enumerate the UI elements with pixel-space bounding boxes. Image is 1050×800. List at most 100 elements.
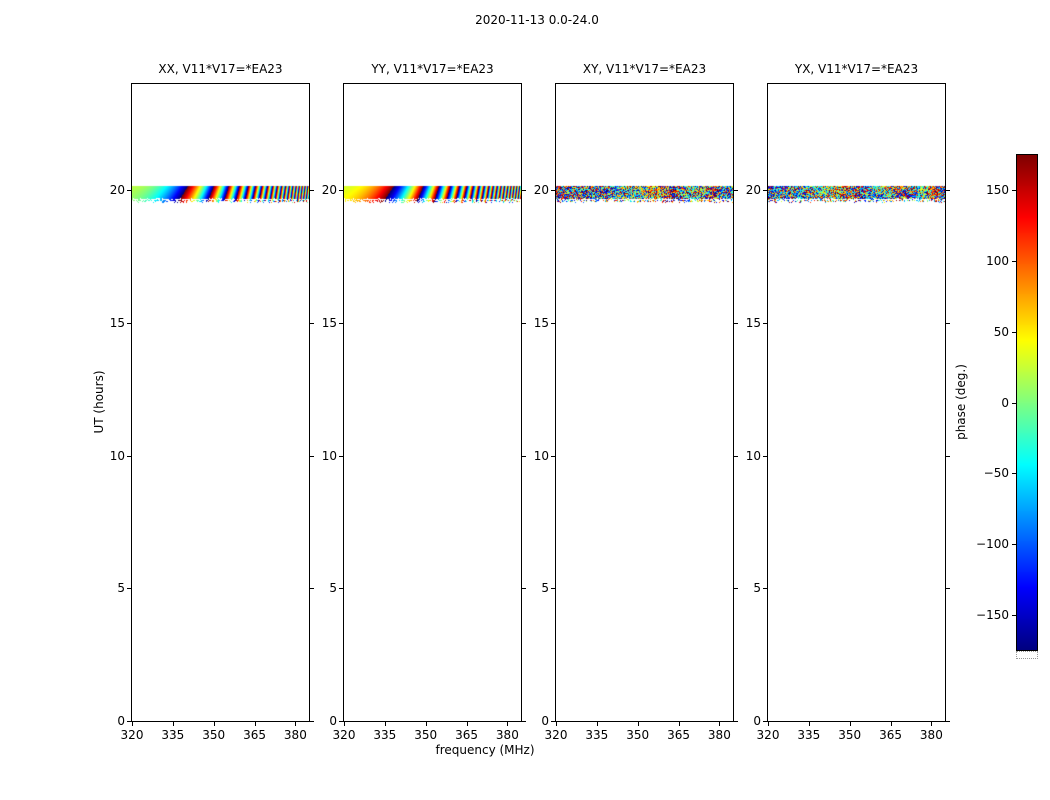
y-tick-mark [522, 322, 526, 324]
x-tick-mark [637, 722, 639, 726]
x-tick-mark [132, 722, 133, 726]
panel-title-yy: YY, V11*V17=*EA23 [371, 62, 494, 76]
x-tick-mark [556, 722, 557, 726]
y-tick-mark [551, 322, 555, 324]
panel-title-yx: YX, V11*V17=*EA23 [794, 62, 919, 76]
x-tick-label: 380 [919, 728, 943, 742]
x-tick-mark [507, 722, 509, 726]
x-tick-label: 320 [756, 728, 780, 742]
y-tick-mark [763, 721, 767, 722]
y-tick-mark [310, 455, 314, 457]
y-tick-label: 20 [109, 183, 125, 198]
x-tick-label: 350 [838, 728, 862, 742]
y-tick-label: 20 [745, 183, 761, 198]
y-tick-mark [310, 588, 314, 590]
y-tick-label: 5 [117, 581, 125, 596]
x-tick-label: 335 [161, 728, 185, 742]
y-tick-mark [734, 190, 738, 192]
y-tick-mark [763, 322, 767, 324]
y-tick-mark [946, 721, 950, 722]
y-tick-mark [522, 588, 526, 590]
heatmap-yy [344, 84, 521, 721]
y-tick-mark [127, 190, 131, 192]
colorbar-tick-mark [1012, 331, 1017, 333]
heatmap-yx [768, 84, 945, 721]
y-axis-label: UT (hours) [92, 370, 106, 434]
x-tick-label: 380 [495, 728, 519, 742]
y-tick-mark [946, 455, 950, 457]
x-tick-mark [678, 722, 680, 726]
panel-title-xx: XX, V11*V17=*EA23 [158, 62, 283, 76]
y-tick-label: 5 [541, 581, 549, 596]
colorbar-tick-mark [1012, 402, 1017, 404]
y-tick-label: 0 [329, 714, 337, 728]
y-tick-label: 10 [321, 448, 337, 463]
x-tick-mark [466, 722, 468, 726]
x-tick-mark [596, 722, 598, 726]
x-tick-label: 335 [373, 728, 397, 742]
y-tick-mark [946, 322, 950, 324]
x-tick-mark [890, 722, 892, 726]
x-tick-label: 320 [120, 728, 144, 742]
y-tick-mark [734, 322, 738, 324]
colorbar-tick-mark [1012, 614, 1017, 616]
colorbar-tick-label: 150 [986, 183, 1009, 198]
colorbar-tick-mark [1012, 473, 1017, 475]
heatmap-xy [556, 84, 733, 721]
y-tick-label: 10 [109, 448, 125, 463]
y-tick-label: 20 [321, 183, 337, 198]
y-tick-mark [946, 588, 950, 590]
x-tick-mark [768, 722, 769, 726]
y-tick-mark [127, 721, 131, 722]
x-tick-label: 350 [202, 728, 226, 742]
y-tick-mark [946, 190, 950, 192]
y-tick-mark [734, 455, 738, 457]
y-tick-mark [127, 322, 131, 324]
colorbar-label: phase (deg.) [954, 364, 968, 440]
y-tick-mark [339, 322, 343, 324]
y-tick-label: 5 [753, 581, 761, 596]
x-tick-mark [384, 722, 386, 726]
x-tick-mark [295, 722, 297, 726]
y-tick-label: 5 [329, 581, 337, 596]
x-tick-mark [849, 722, 851, 726]
y-tick-mark [310, 190, 314, 192]
x-tick-label: 335 [797, 728, 821, 742]
y-tick-mark [339, 588, 343, 590]
x-tick-mark [172, 722, 174, 726]
colorbar-tick-mark [1012, 190, 1017, 192]
y-tick-mark [763, 455, 767, 457]
y-tick-mark [734, 721, 738, 722]
y-tick-mark [522, 455, 526, 457]
y-tick-label: 0 [753, 714, 761, 728]
y-tick-mark [310, 721, 314, 722]
x-tick-label: 365 [667, 728, 690, 742]
x-tick-mark [344, 722, 345, 726]
y-tick-mark [522, 190, 526, 192]
figure-title: 2020-11-13 0.0-24.0 [475, 13, 599, 27]
y-tick-mark [763, 588, 767, 590]
y-tick-mark [339, 455, 343, 457]
x-tick-label: 380 [283, 728, 307, 742]
x-axis-label: frequency (MHz) [435, 743, 535, 757]
y-tick-label: 0 [541, 714, 549, 728]
y-tick-label: 15 [533, 315, 549, 330]
x-tick-label: 350 [626, 728, 650, 742]
colorbar-tick-label: −150 [976, 607, 1009, 622]
x-tick-mark [808, 722, 810, 726]
panel-title-xy: XY, V11*V17=*EA23 [582, 62, 707, 76]
x-tick-label: 365 [879, 728, 902, 742]
colorbar-tick-label: −50 [983, 466, 1009, 481]
x-tick-mark [254, 722, 256, 726]
y-tick-mark [127, 455, 131, 457]
y-tick-mark [763, 190, 767, 192]
x-tick-label: 380 [707, 728, 731, 742]
y-tick-label: 15 [745, 315, 761, 330]
y-tick-mark [522, 721, 526, 722]
y-tick-label: 15 [321, 315, 337, 330]
colorbar-tick-mark [1012, 543, 1017, 545]
y-tick-mark [734, 588, 738, 590]
heatmap-xx [132, 84, 309, 721]
y-tick-label: 15 [109, 315, 125, 330]
